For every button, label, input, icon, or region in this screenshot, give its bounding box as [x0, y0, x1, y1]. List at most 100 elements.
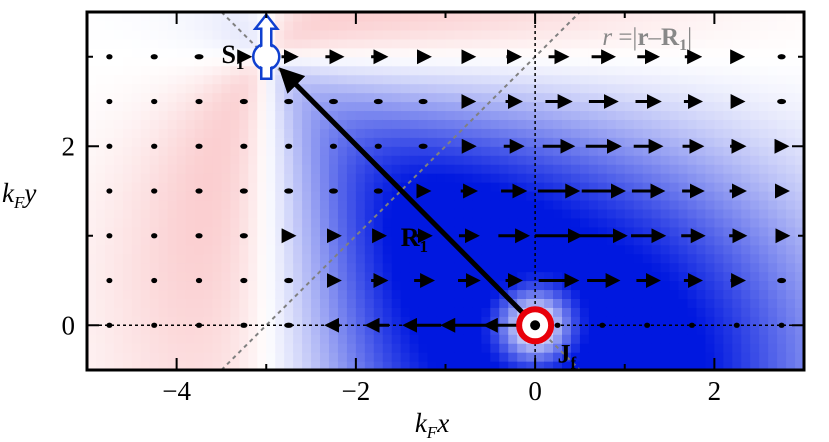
heatmap-cell [293, 119, 303, 129]
heatmap-cell [535, 289, 545, 299]
heatmap-cell [311, 164, 321, 174]
heatmap-cell [795, 182, 804, 192]
heatmap-cell [705, 343, 715, 353]
heatmap-cell [257, 253, 267, 264]
heatmap-cell [759, 47, 769, 58]
heatmap-cell [651, 29, 662, 40]
heatmap-cell [723, 280, 733, 291]
heatmap-cell [750, 271, 760, 282]
heatmap-cell [355, 262, 366, 273]
heatmap-cell [113, 20, 124, 31]
heatmap-cell [714, 208, 724, 219]
heatmap-cell [149, 316, 160, 326]
vector-arrow [373, 188, 383, 194]
heatmap-cell [436, 101, 447, 112]
heatmap-cell [777, 289, 787, 299]
heatmap-cell [212, 155, 223, 165]
heatmap-cell [597, 119, 608, 129]
heatmap-cell [113, 101, 124, 112]
heatmap-cell [597, 155, 608, 165]
heatmap-cell [427, 65, 438, 76]
heatmap-cell [203, 361, 214, 370]
heatmap-cell [750, 334, 760, 344]
heatmap-cell [579, 235, 590, 246]
heatmap-cell [588, 74, 599, 85]
heatmap-cell [579, 20, 590, 31]
heatmap-cell [212, 325, 223, 335]
heatmap-cell [490, 173, 500, 183]
heatmap-cell [562, 74, 572, 85]
vector-arrow [195, 277, 203, 284]
heatmap-cell [705, 244, 715, 255]
heatmap-cell [355, 217, 366, 228]
heatmap-cell [248, 208, 258, 219]
markers [252, 12, 555, 345]
heatmap-cell [400, 226, 411, 237]
heatmap-cell [400, 20, 411, 31]
heatmap-cell [696, 29, 707, 40]
heatmap-cell [579, 92, 590, 103]
heatmap-cell [104, 280, 115, 291]
heatmap-cell [248, 244, 258, 255]
heatmap-cell [678, 38, 689, 49]
heatmap-cell [570, 110, 581, 120]
heatmap-cell [777, 244, 787, 255]
heatmap-cell [284, 343, 294, 353]
heatmap-cell [633, 173, 644, 183]
heatmap-cell [588, 271, 599, 282]
heatmap-cell [328, 208, 339, 219]
heatmap-cell [320, 92, 330, 103]
heatmap-cell [687, 253, 698, 264]
heatmap-cell [768, 101, 778, 112]
heatmap-cell [669, 352, 680, 362]
heatmap-cell [795, 289, 804, 299]
heatmap-cell [87, 29, 97, 40]
heatmap-cell [275, 316, 285, 326]
heatmap-cell [795, 298, 804, 308]
heatmap-cell [293, 101, 303, 112]
heatmap-cell [750, 137, 760, 147]
heatmap-cell [454, 361, 465, 370]
heatmap-cell [293, 316, 303, 326]
heatmap-cell [382, 74, 393, 85]
heatmap-cell [122, 262, 133, 273]
heatmap-cell [95, 307, 106, 317]
heatmap-cell [651, 20, 662, 31]
heatmap-cell [400, 83, 411, 94]
heatmap-cell [167, 155, 178, 165]
heatmap-cell [302, 164, 312, 174]
heatmap-cell [364, 164, 375, 174]
heatmap-cell [481, 244, 491, 255]
heatmap-cell [786, 298, 796, 308]
heatmap-cell [732, 352, 742, 362]
heatmap-cell [777, 343, 787, 353]
heatmap-cell [337, 92, 348, 103]
heatmap-cell [633, 92, 644, 103]
heatmap-cell [499, 262, 509, 273]
heatmap-cell [95, 83, 106, 94]
vector-arrow [777, 98, 787, 105]
heatmap-cell [427, 56, 438, 67]
heatmap-cell [122, 217, 133, 228]
heatmap-cell [669, 12, 680, 22]
heatmap-cell [786, 83, 796, 94]
heatmap-cell [678, 65, 689, 76]
heatmap-cell [87, 334, 97, 344]
heatmap-cell [328, 289, 339, 299]
heatmap-cell [714, 173, 724, 183]
heatmap-cell [687, 128, 698, 138]
heatmap-cell [311, 173, 321, 183]
heatmap-cell [463, 173, 473, 183]
heatmap-cell [732, 83, 742, 94]
heatmap-cell [651, 253, 662, 264]
heatmap-cell [615, 47, 626, 58]
heatmap-cell [418, 137, 429, 147]
heatmap-cell [687, 298, 698, 308]
vector-arrow [106, 233, 113, 239]
heatmap-cell [230, 173, 240, 183]
heatmap-cell [535, 280, 545, 291]
heatmap-cell [158, 298, 169, 308]
heatmap-cell [490, 74, 500, 85]
heatmap-cell [239, 65, 249, 76]
heatmap-cell [723, 182, 733, 192]
